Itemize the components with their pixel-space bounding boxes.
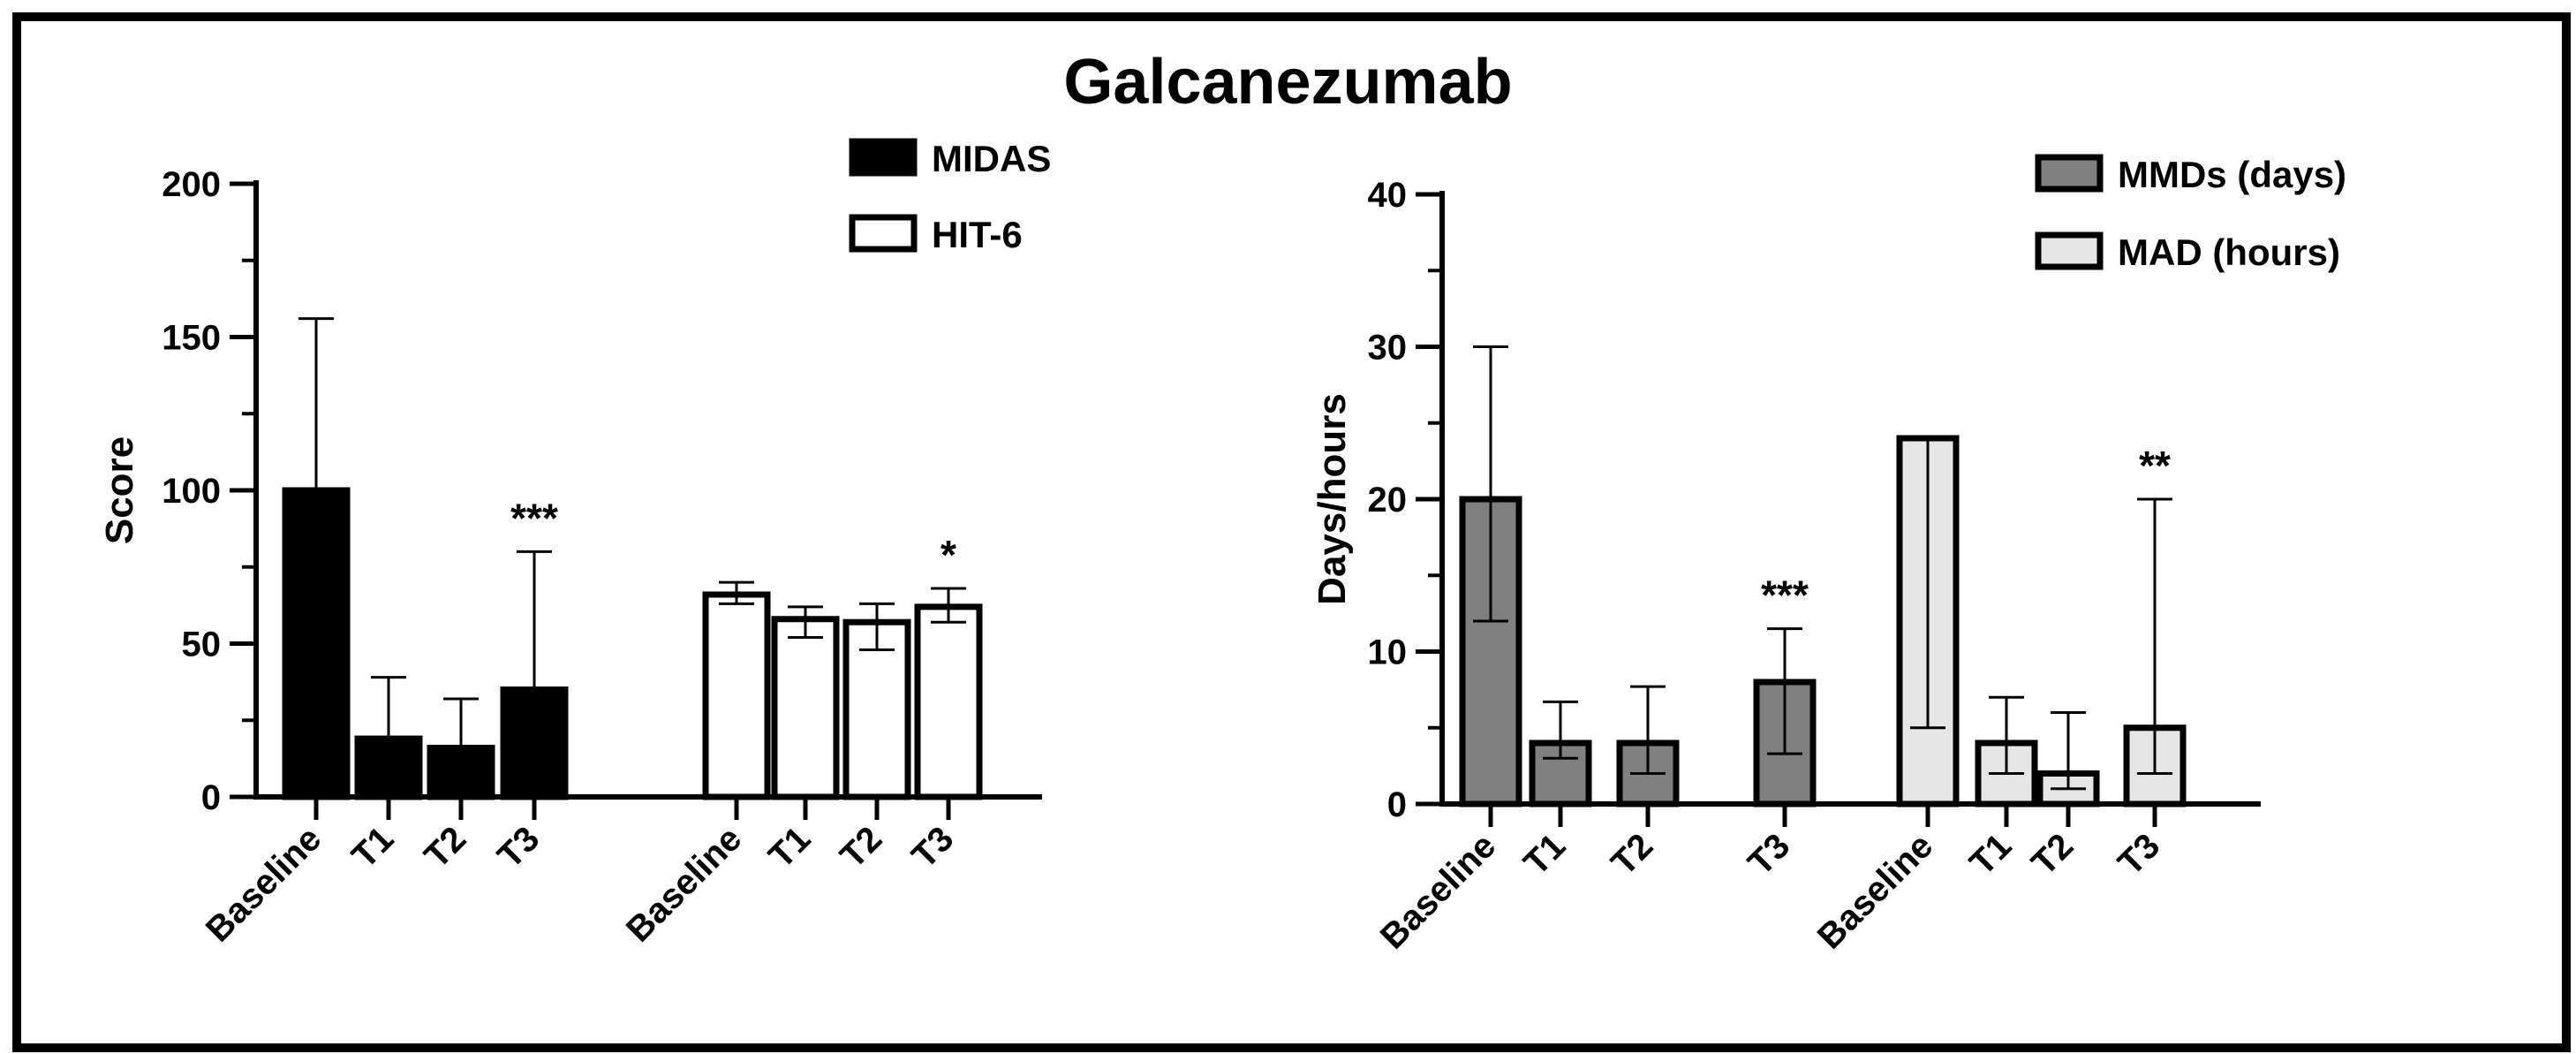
y-tick-label: 20 bbox=[1368, 481, 1408, 519]
y-axis-label: Days/hours bbox=[1311, 393, 1354, 605]
legend-swatch bbox=[2035, 154, 2104, 193]
legend-swatch bbox=[2035, 231, 2104, 270]
x-tick-label: T2 bbox=[1604, 826, 1660, 883]
y-tick-label: 100 bbox=[162, 472, 221, 511]
significance-marker: * bbox=[941, 532, 956, 578]
x-tick-label: Baseline bbox=[1810, 826, 1940, 956]
y-tick-label: 50 bbox=[182, 626, 222, 664]
figure-title: Galcanezumab bbox=[1063, 47, 1513, 118]
y-tick-label: 200 bbox=[162, 165, 221, 204]
figure-frame bbox=[12, 12, 2571, 1052]
x-tick-label: T1 bbox=[1516, 826, 1573, 883]
legend-swatch bbox=[849, 214, 918, 253]
y-tick-label: 0 bbox=[201, 778, 221, 817]
legend-swatch bbox=[849, 138, 918, 177]
y-tick-label: 150 bbox=[162, 319, 221, 358]
legend-label: MIDAS bbox=[932, 138, 1051, 179]
y-tick-label: 10 bbox=[1368, 633, 1408, 672]
significance-marker: ** bbox=[2139, 443, 2171, 489]
y-tick-label: 30 bbox=[1368, 329, 1408, 368]
significance-marker: *** bbox=[1761, 572, 1809, 618]
x-tick-label: Baseline bbox=[1373, 826, 1503, 956]
x-tick-label: T2 bbox=[2024, 826, 2081, 883]
legend-label: MMDs (days) bbox=[2118, 154, 2346, 195]
legend-label: HIT-6 bbox=[932, 214, 1023, 255]
y-tick-label: 0 bbox=[1387, 785, 1407, 824]
legend-label: MAD (hours) bbox=[2118, 231, 2340, 273]
y-axis-label: Score bbox=[98, 436, 141, 544]
x-tick-label: T3 bbox=[2111, 826, 2167, 883]
y-tick-label: 40 bbox=[1368, 176, 1408, 215]
significance-marker: *** bbox=[510, 495, 558, 541]
x-tick-label: T3 bbox=[1741, 826, 1797, 883]
x-tick-label: T1 bbox=[1962, 826, 2019, 883]
